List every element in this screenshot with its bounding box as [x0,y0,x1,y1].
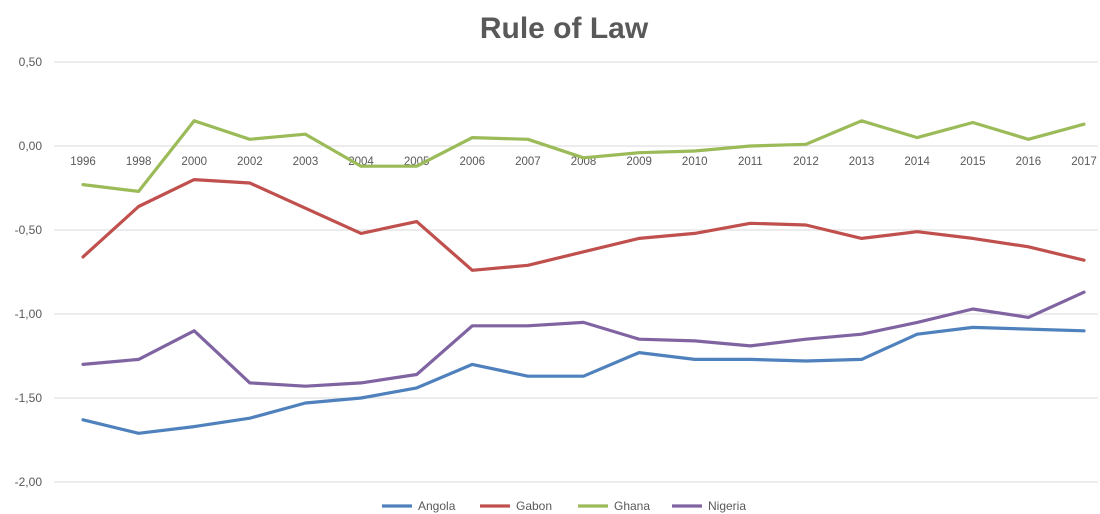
x-tick-label: 2016 [1016,156,1042,168]
series-lines [81,119,1086,435]
legend: Angola Gabon Ghana Nigeria [382,499,746,513]
series-line-angola [81,325,1086,435]
chart-title: Rule of Law [480,12,649,45]
x-tick-label: 2009 [626,156,652,168]
y-tick-label: -2,00 [15,475,43,489]
y-tick-label: 0,00 [19,139,43,153]
x-tick-label: 1998 [126,156,152,168]
x-tick-label: 2007 [515,156,541,168]
x-tick-label: 2013 [849,156,875,168]
legend-label: Gabon [516,499,552,513]
x-tick-label: 2002 [237,156,263,168]
y-tick-label: -1,50 [15,391,43,405]
y-tick-label: -0,50 [15,223,43,237]
x-tick-label: 2017 [1071,156,1097,168]
y-axis-ticks: 0,50 0,00 -0,50 -1,00 -1,50 -2,00 [15,55,43,489]
legend-item-angola: Angola [382,499,456,513]
x-tick-label: 2006 [459,156,485,168]
x-tick-label: 2003 [293,156,319,168]
x-tick-label: 2012 [793,156,819,168]
x-tick-label: 2000 [181,156,207,168]
x-tick-label: 1996 [70,156,96,168]
legend-item-nigeria: Nigeria [672,499,746,513]
legend-item-ghana: Ghana [578,499,650,513]
series-line-ghana [81,119,1086,193]
x-axis-ticks: 1996 1998 2000 2002 2003 2004 2005 2006 2007 2008… [70,156,1097,168]
x-tick-label: 2014 [904,156,930,168]
y-tick-label: -1,00 [15,307,43,321]
x-tick-label: 2011 [738,156,763,168]
legend-label: Ghana [614,499,650,513]
y-tick-label: 0,50 [19,55,43,69]
series-line-nigeria [81,290,1086,388]
series-line-gabon [81,178,1086,272]
x-tick-label: 2010 [682,156,708,168]
legend-item-gabon: Gabon [480,499,552,513]
legend-label: Nigeria [708,499,746,513]
legend-label: Angola [418,499,456,513]
x-tick-label: 2015 [960,156,986,168]
grid-lines [54,61,1098,483]
x-tick-label: 2008 [571,156,597,168]
